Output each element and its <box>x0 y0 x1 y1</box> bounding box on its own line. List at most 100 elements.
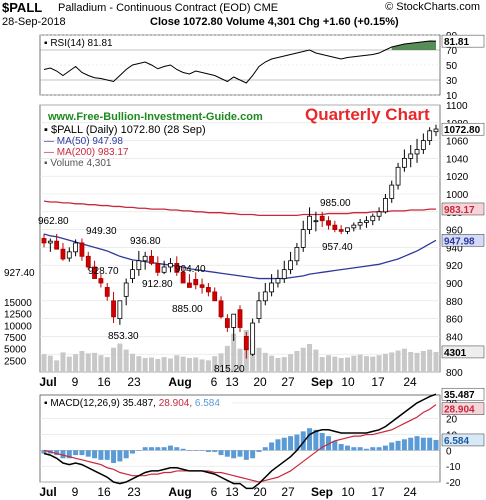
candle-body <box>269 282 275 293</box>
candle-body <box>231 313 237 328</box>
ma200-current-label: 983.17 <box>444 205 475 216</box>
macd-histogram-bar <box>370 447 376 451</box>
volume-bar <box>408 351 414 372</box>
price-tick-label: 1100 <box>446 101 468 112</box>
symbol: $PALL <box>2 0 43 15</box>
macd-histogram-bar <box>73 450 79 456</box>
macd-histogram-bar <box>148 447 154 451</box>
volume-bar <box>180 356 186 372</box>
volume-bar <box>338 358 344 372</box>
chart-date: 28-Sep-2018 <box>2 16 66 28</box>
volume-bar <box>73 354 79 372</box>
candle-body <box>79 242 85 257</box>
candle-body <box>332 224 338 230</box>
candle-body <box>161 266 167 273</box>
macd-histogram-bar <box>92 450 98 459</box>
candle-body <box>357 222 363 226</box>
macd-histogram-bar <box>351 447 357 451</box>
x-axis-label-bottom: 16 <box>97 485 111 499</box>
candle-body <box>123 282 129 297</box>
volume-bar <box>237 348 243 372</box>
price-tick-label: 1040 <box>446 154 469 165</box>
volume-bar <box>262 352 268 372</box>
price-tick-label: 1000 <box>446 190 469 201</box>
candle-body <box>300 229 306 248</box>
volume-bar <box>205 360 211 372</box>
candle-body <box>187 282 192 288</box>
candle-body <box>401 157 407 168</box>
candle-body <box>313 220 319 223</box>
volume-current-label: 4301 <box>444 348 467 359</box>
x-axis-label-top: 27 <box>281 375 295 389</box>
rsi-overbought-fill <box>391 41 436 50</box>
volume-bar <box>357 354 363 372</box>
x-axis-label-bottom: 13 <box>225 485 239 499</box>
macd-histogram-bar <box>307 428 313 451</box>
ma50-line <box>43 233 437 280</box>
ma200-line <box>43 200 436 217</box>
macd-histogram-bar <box>414 436 420 451</box>
candle-body <box>111 300 116 318</box>
macd-histogram-bar <box>288 436 294 451</box>
macd-histogram-bar <box>224 450 230 457</box>
price-legend-3: ▪ Volume 4,301 <box>44 158 112 169</box>
macd-histogram-bar <box>167 445 173 451</box>
hist-current-label: 6.584 <box>444 436 469 447</box>
copyright: © StockCharts.com <box>385 1 480 13</box>
price-annotation: 962.80 <box>38 216 69 227</box>
macd-histogram-bar <box>123 450 129 459</box>
signal-current-label-box <box>441 402 485 415</box>
macd-histogram-bar <box>382 445 388 451</box>
candle-body <box>408 153 414 159</box>
macd-tick-label: 20 <box>446 415 458 426</box>
candle-body <box>326 220 331 226</box>
candle-body <box>54 240 60 250</box>
volume-bar <box>326 355 332 372</box>
volume-bar <box>111 347 117 372</box>
macd-tick-label: -20 <box>446 478 461 489</box>
price-annotation: 957.40 <box>322 242 353 253</box>
price-current-label-box <box>441 122 485 136</box>
macd-tick-label: -10 <box>446 462 461 473</box>
macd-histogram-bar <box>237 450 243 457</box>
macd-histogram-bar <box>313 429 319 451</box>
macd-histogram-bar <box>420 437 426 451</box>
x-axis-label-top: Sep <box>311 375 333 389</box>
macd-histogram-bar <box>180 448 186 451</box>
x-axis-label-top: 13 <box>225 375 239 389</box>
x-axis-label-bottom: Sep <box>311 485 333 499</box>
candle-body <box>193 279 199 286</box>
candle-body <box>218 300 224 318</box>
candle-body <box>395 166 401 186</box>
candle-body <box>142 255 148 262</box>
price-annotation: 949.30 <box>86 226 117 237</box>
macd-histogram-bar <box>433 439 439 451</box>
volume-bar <box>427 349 433 372</box>
volume-bar <box>92 352 98 372</box>
macd-histogram-bar <box>269 442 275 451</box>
volume-current-label-box <box>441 345 485 359</box>
x-axis-label-top: 6 <box>211 375 218 389</box>
volume-bar <box>174 355 180 372</box>
price-annotation: 904.40 <box>175 264 206 275</box>
volume-tick-label: 5000 <box>4 345 27 356</box>
volume-bar <box>307 344 313 372</box>
macd-current-label: 35.487 <box>444 390 475 401</box>
volume-bar <box>142 358 148 372</box>
price-tick-label: 880 <box>446 297 463 308</box>
candle-body <box>117 300 123 319</box>
candle-body <box>433 128 439 133</box>
macd-histogram-bar <box>262 447 268 451</box>
candle-body <box>338 229 344 232</box>
candle-body <box>414 149 420 155</box>
signal-current-label: 28.904 <box>444 405 475 416</box>
macd-histogram-bar <box>344 445 350 451</box>
volume-bar <box>130 353 136 372</box>
candle-body <box>212 291 218 302</box>
price-annotation: 985.00 <box>320 198 351 209</box>
candle-body <box>47 240 53 244</box>
macd-histogram-bar <box>332 440 338 451</box>
volume-bar <box>104 357 110 372</box>
candle-body <box>224 318 230 328</box>
